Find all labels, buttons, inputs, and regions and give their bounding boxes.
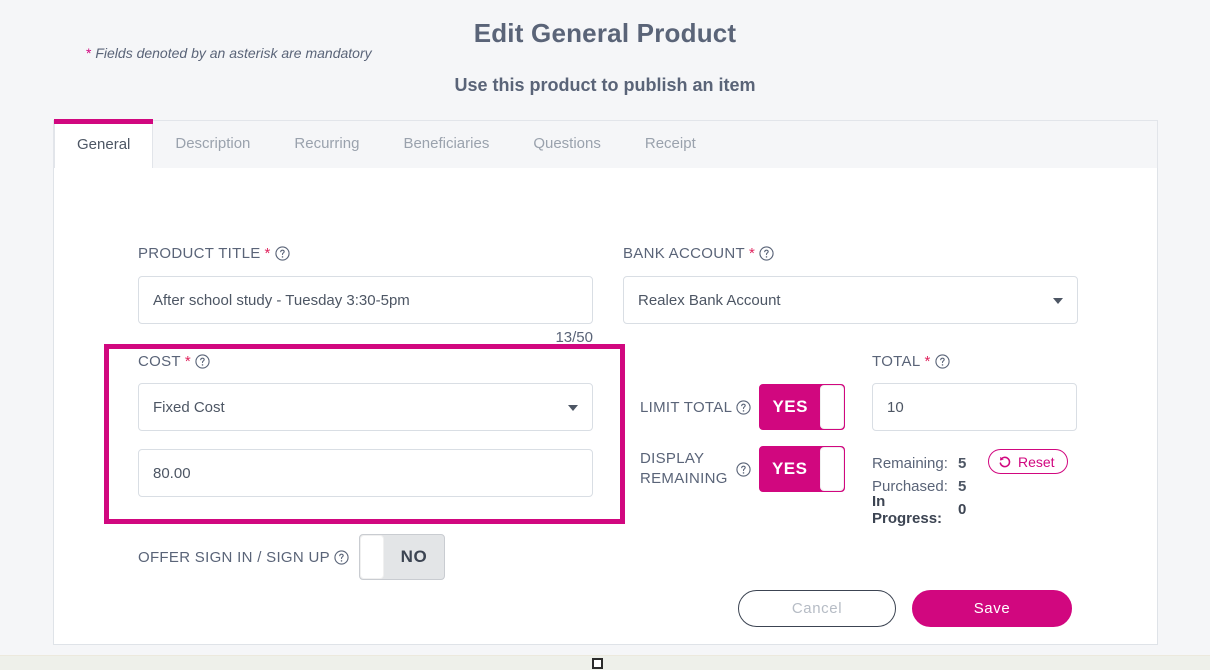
product-title-input[interactable]: After school study - Tuesday 3:30-5pm	[138, 276, 593, 324]
stat-in-progress-label: In Progress:	[872, 492, 943, 527]
tab-beneficiaries[interactable]: Beneficiaries	[381, 120, 511, 168]
tab-strip: General Description Recurring Beneficiar…	[53, 119, 1158, 169]
tab-receipt[interactable]: Receipt	[623, 120, 718, 168]
display-remaining-toggle[interactable]: YES	[758, 446, 845, 492]
page-title: Edit General Product	[473, 18, 737, 48]
save-button-label: Save	[973, 600, 1011, 617]
page-subtitle: Use this product to publish an item	[454, 75, 756, 95]
stat-in-progress-value: 0	[958, 501, 967, 518]
product-title-value: After school study - Tuesday 3:30-5pm	[153, 291, 410, 309]
limit-total-label: LIMIT TOTAL	[640, 399, 751, 416]
bank-account-select[interactable]: Realex Bank Account	[623, 276, 1078, 324]
tab-recurring-label: Recurring	[294, 135, 360, 152]
tab-questions[interactable]: Questions	[511, 120, 623, 168]
toggle-knob	[819, 447, 844, 491]
cost-amount-value: 80.00	[153, 464, 191, 482]
limit-total-toggle-value: YES	[772, 397, 808, 416]
toggle-knob	[820, 385, 845, 429]
stat-purchased: Purchased: 5	[872, 475, 966, 498]
limit-total-label-text: LIMIT TOTAL	[640, 398, 733, 416]
bank-account-required-marker: *	[748, 245, 756, 262]
limit-total-toggle[interactable]: YES	[759, 384, 846, 430]
tab-general[interactable]: General	[54, 119, 154, 169]
total-label: TOTAL *	[872, 353, 950, 370]
tab-recurring[interactable]: Recurring	[272, 120, 381, 168]
cost-required-marker: *	[184, 353, 192, 370]
total-value: 10	[887, 398, 904, 416]
cost-label: COST *	[138, 353, 210, 370]
stat-purchased-label: Purchased:	[872, 478, 948, 495]
help-circle-icon	[736, 461, 751, 477]
chevron-down-icon	[568, 405, 578, 411]
product-title-required-marker: *	[264, 245, 271, 262]
undo-arrow-icon	[999, 456, 1011, 467]
display-remaining-label-line2: REMAINING	[640, 470, 728, 487]
bank-account-label-text: BANK ACCOUNT	[623, 245, 745, 262]
product-title-char-counter: 13/50	[555, 329, 593, 346]
mandatory-fields-note: * Fields denoted by an asterisk are mand…	[86, 45, 372, 61]
display-remaining-label: DISPLAY REMAINING	[640, 449, 728, 489]
offer-sign-in-label: OFFER SIGN IN / SIGN UP	[138, 549, 349, 566]
help-circle-icon	[195, 354, 210, 369]
resize-handle[interactable]	[592, 658, 603, 669]
tab-beneficiaries-label: Beneficiaries	[403, 135, 490, 152]
inventory-stats: Remaining: 5 Purchased: 5 In Progress: 0	[872, 452, 967, 527]
help-circle-icon	[275, 246, 290, 261]
mandatory-note-text: Fields denoted by an asterisk are mandat…	[95, 45, 372, 61]
bank-account-value: Realex Bank Account	[638, 291, 781, 309]
chevron-down-icon	[1053, 298, 1063, 304]
stat-remaining-value: 5	[958, 455, 967, 472]
save-button[interactable]: Save	[912, 590, 1072, 627]
cost-type-value: Fixed Cost	[153, 398, 225, 416]
offer-sign-in-row: OFFER SIGN IN / SIGN UP NO	[138, 534, 445, 580]
tab-receipt-label: Receipt	[644, 135, 696, 152]
total-label-text: TOTAL	[872, 353, 921, 370]
offer-sign-in-toggle[interactable]: NO	[358, 534, 445, 580]
tab-questions-label: Questions	[533, 135, 601, 152]
product-title-label-text: PRODUCT TITLE	[138, 245, 261, 262]
stat-purchased-value: 5	[958, 478, 967, 495]
tab-description[interactable]: Description	[153, 120, 272, 168]
cancel-button-label: Cancel	[791, 600, 843, 617]
display-remaining-toggle-value: YES	[771, 459, 808, 478]
cost-label-text: COST	[138, 353, 181, 370]
total-input[interactable]: 10	[872, 383, 1077, 431]
reset-button[interactable]: Reset	[988, 449, 1068, 474]
display-remaining-label-line1: DISPLAY	[640, 450, 705, 467]
help-circle-icon	[759, 246, 774, 261]
offer-sign-in-toggle-value: NO	[400, 547, 428, 566]
cost-amount-input[interactable]: 80.00	[138, 449, 593, 497]
bottom-band	[0, 655, 1210, 670]
offer-sign-in-label-text: OFFER SIGN IN / SIGN UP	[138, 548, 330, 566]
display-remaining-row: DISPLAY REMAINING YES	[640, 446, 845, 492]
help-circle-icon	[934, 354, 950, 369]
limit-total-row: LIMIT TOTAL YES	[640, 384, 846, 430]
total-required-marker: *	[924, 353, 931, 370]
stat-in-progress: In Progress: 0	[872, 493, 967, 527]
stat-remaining: Remaining: 5	[872, 452, 966, 475]
cost-type-select[interactable]: Fixed Cost	[138, 383, 593, 431]
reset-button-label: Reset	[1018, 453, 1055, 470]
help-circle-icon	[334, 549, 349, 565]
stat-remaining-label: Remaining:	[872, 455, 948, 472]
bank-account-label: BANK ACCOUNT *	[623, 245, 774, 262]
cost-section-highlight	[104, 344, 625, 524]
product-title-label: PRODUCT TITLE *	[138, 245, 290, 262]
cancel-button[interactable]: Cancel	[738, 590, 896, 627]
help-circle-icon	[736, 399, 751, 415]
toggle-knob	[359, 535, 384, 579]
tab-description-label: Description	[175, 135, 251, 152]
mandatory-note-asterisk: *	[86, 45, 92, 61]
tab-general-label: General	[77, 136, 131, 153]
